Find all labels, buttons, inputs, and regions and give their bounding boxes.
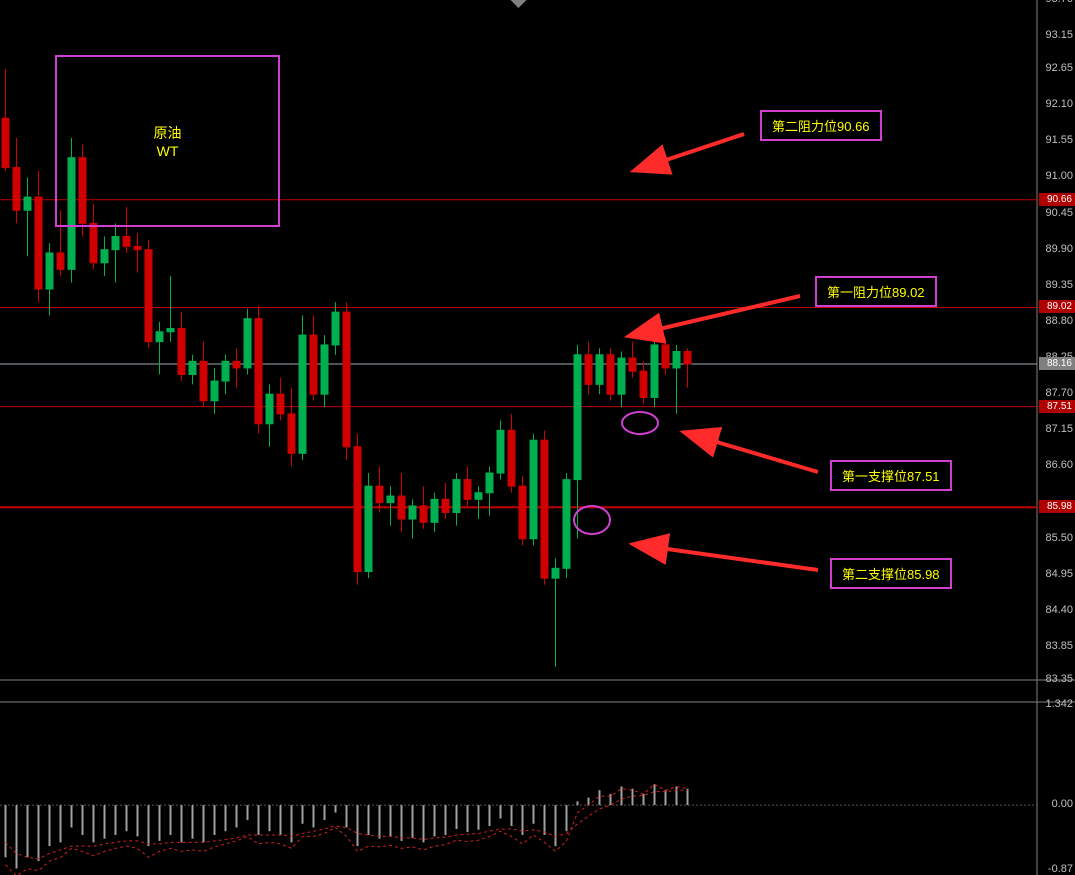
annotation-text: 第二支撑位85.98 (842, 567, 940, 582)
y-tick-label: 90.45 (1039, 207, 1073, 219)
y-tick-label: 91.55 (1039, 134, 1073, 146)
chart-container: 93.70 93.15 92.65 92.10 91.55 91.00 90.45 89.90… (0, 0, 1075, 875)
annotation-text: 第一支撑位87.51 (842, 469, 940, 484)
annotation-text: 第一阻力位89.02 (827, 285, 925, 300)
y-tick-label: 84.40 (1039, 604, 1073, 616)
title-line-2: WT (157, 143, 179, 159)
annotation-box: 第一阻力位89.02 (815, 276, 937, 307)
y-tick-label: 89.35 (1039, 279, 1073, 291)
y-tick-label: 93.15 (1039, 29, 1073, 41)
y-tick-label: 87.15 (1039, 423, 1073, 435)
title-line-1: 原油 (154, 123, 182, 143)
y-tick-label: 87.70 (1039, 387, 1073, 399)
annotation-box: 第二阻力位90.66 (760, 110, 882, 141)
y-tick-label: 83.35 (1039, 673, 1073, 685)
annotation-text: 第二阻力位90.66 (772, 119, 870, 134)
price-tag: 87.51 (1039, 400, 1075, 413)
y-tick-label: 88.80 (1039, 315, 1073, 327)
annotation-box: 第一支撑位87.51 (830, 460, 952, 491)
y-tick-label: 92.10 (1039, 98, 1073, 110)
indicator-tick-label: 0.00 (1039, 798, 1073, 810)
indicator-tick-label: 1.342 (1039, 698, 1073, 710)
price-tag: 89.02 (1039, 300, 1075, 313)
annotation-box: 第二支撑位85.98 (830, 558, 952, 589)
y-tick-label: 86.60 (1039, 459, 1073, 471)
y-tick-label: 83.85 (1039, 640, 1073, 652)
y-tick-label: 85.50 (1039, 532, 1073, 544)
y-tick-label: 84.95 (1039, 568, 1073, 580)
price-tag: 88.16 (1039, 357, 1075, 370)
price-tag: 85.98 (1039, 500, 1075, 513)
price-tag: 90.66 (1039, 193, 1075, 206)
y-tick-label: 92.65 (1039, 62, 1073, 74)
indicator-tick-label: -0.87 (1039, 863, 1073, 875)
y-tick-label: 89.90 (1039, 243, 1073, 255)
title-box: 原油WT (55, 55, 280, 227)
y-tick-label: 93.70 (1039, 0, 1073, 5)
y-tick-label: 91.00 (1039, 170, 1073, 182)
